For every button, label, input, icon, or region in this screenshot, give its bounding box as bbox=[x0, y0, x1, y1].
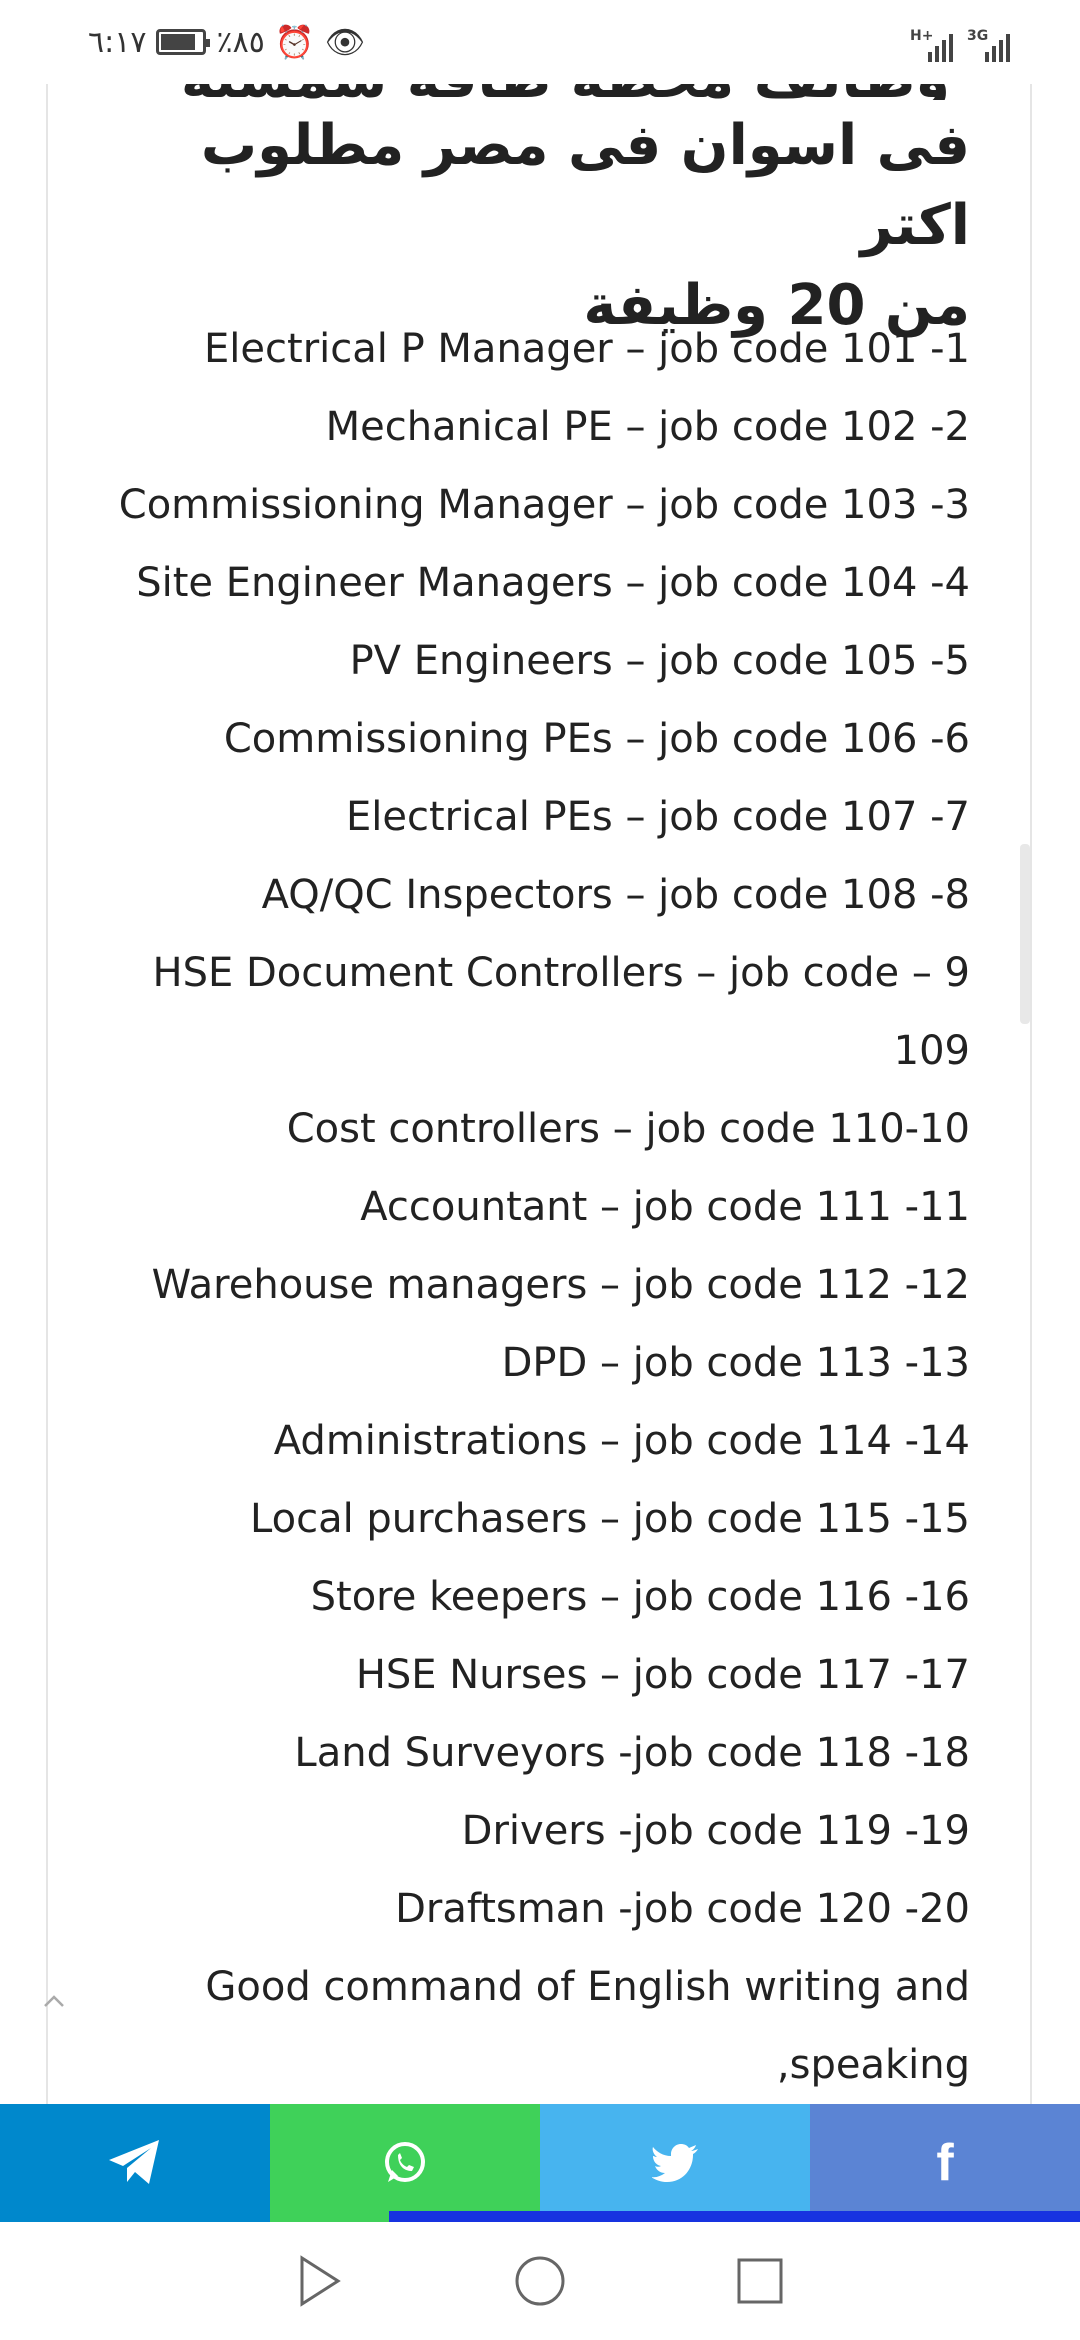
list-item: Administrations – job code 114 -14 bbox=[273, 1418, 970, 1464]
list-item: Land Surveyors -job code 118 -18 bbox=[294, 1730, 970, 1776]
list-item: Good command of English writing and ,spe… bbox=[205, 1964, 970, 2088]
home-circle-icon bbox=[515, 2256, 565, 2306]
reading-progress-bar bbox=[389, 2211, 1080, 2222]
eye-comfort-icon: 👁 bbox=[324, 23, 366, 61]
scrollbar-thumb[interactable] bbox=[1020, 844, 1030, 1024]
back-triangle-icon bbox=[300, 2255, 341, 2307]
twitter-icon bbox=[652, 2144, 698, 2182]
battery-level: ٪٨٥ bbox=[216, 24, 265, 60]
list-item: Accountant – job code 111 -11 bbox=[360, 1184, 970, 1230]
chevron-up-icon bbox=[44, 1995, 64, 2007]
title-clipped-line: وظائف محطة طاقة شمسية bbox=[48, 84, 1030, 100]
list-item: Local purchasers – job code 115 -15 bbox=[250, 1496, 970, 1542]
list-item: AQ/QC Inspectors – job code 108 -8 bbox=[261, 872, 970, 918]
list-item: HSE Document Controllers – job code – 9 … bbox=[152, 950, 970, 1074]
list-item: Store keepers – job code 116 -16 bbox=[310, 1574, 970, 1620]
recents-square-icon bbox=[737, 2258, 783, 2304]
network-type-2: 3G bbox=[967, 28, 989, 44]
list-item: Mechanical PE – job code 102 -2 bbox=[325, 404, 970, 450]
list-item: Warehouse managers – job code 112 -12 bbox=[151, 1262, 970, 1308]
whatsapp-icon bbox=[385, 2142, 425, 2182]
network-type-1: H+ bbox=[910, 28, 934, 44]
list-item: Commissioning Manager – job code 103 -3 bbox=[118, 482, 970, 528]
twitter-share-button[interactable] bbox=[540, 2104, 810, 2222]
nav-home-button[interactable] bbox=[510, 2251, 570, 2311]
title-line-1: فى اسوان فى مصر مطلوب اكتر bbox=[200, 113, 970, 258]
whatsapp-share-button[interactable] bbox=[270, 2104, 540, 2222]
nav-back-button[interactable] bbox=[290, 2251, 350, 2311]
list-item: Draftsman -job code 120 -20 bbox=[395, 1886, 970, 1932]
job-list: Electrical P Manager – job code 101 -1 M… bbox=[70, 310, 970, 2104]
status-bar: ٦:١٧ ٪٨٥ ⏰ 👁 H+ 3G bbox=[0, 0, 1080, 84]
list-item: Cost controllers – job code 110-10 bbox=[286, 1106, 970, 1152]
facebook-share-button[interactable]: f bbox=[810, 2104, 1080, 2222]
list-item: Electrical PEs – job code 107 -7 bbox=[345, 794, 970, 840]
facebook-icon: f bbox=[936, 2134, 954, 2192]
status-time: ٦:١٧ bbox=[88, 24, 147, 60]
signal-icon-1: H+ bbox=[910, 28, 953, 62]
status-right: H+ 3G bbox=[910, 22, 1010, 62]
signal-icon-2: 3G bbox=[967, 28, 1010, 62]
share-bar: f bbox=[0, 2104, 1080, 2222]
list-item: Commissioning PEs – job code 106 -6 bbox=[223, 716, 970, 762]
list-item: HSE Nurses – job code 117 -17 bbox=[355, 1652, 970, 1698]
battery-icon bbox=[156, 29, 211, 55]
status-left: ٦:١٧ ٪٨٥ ⏰ 👁 bbox=[88, 22, 365, 62]
back-to-top-button[interactable] bbox=[34, 1985, 74, 2025]
title-line-2: من 20 وظيفة bbox=[583, 273, 970, 338]
title-hidden-line: وظائف محطة طاقة شمسية bbox=[181, 84, 950, 100]
telegram-icon bbox=[109, 2140, 159, 2184]
list-item: DPD – job code 113 -13 bbox=[501, 1340, 970, 1386]
list-item: Drivers -job code 119 -19 bbox=[461, 1808, 970, 1854]
system-nav-bar bbox=[0, 2222, 1080, 2340]
nav-recents-button[interactable] bbox=[730, 2251, 790, 2311]
list-item: Electrical P Manager – job code 101 -1 bbox=[204, 326, 970, 372]
alarm-icon: ⏰ bbox=[274, 23, 315, 61]
list-item: Site Engineer Managers – job code 104 -4 bbox=[136, 560, 970, 606]
list-item: PV Engineers – job code 105 -5 bbox=[349, 638, 970, 684]
telegram-share-button[interactable] bbox=[0, 2104, 270, 2222]
page-title: فى اسوان فى مصر مطلوب اكتر من 20 وظيفة bbox=[90, 106, 970, 346]
article-content: وظائف محطة طاقة شمسية فى اسوان فى مصر مط… bbox=[46, 84, 1032, 2104]
